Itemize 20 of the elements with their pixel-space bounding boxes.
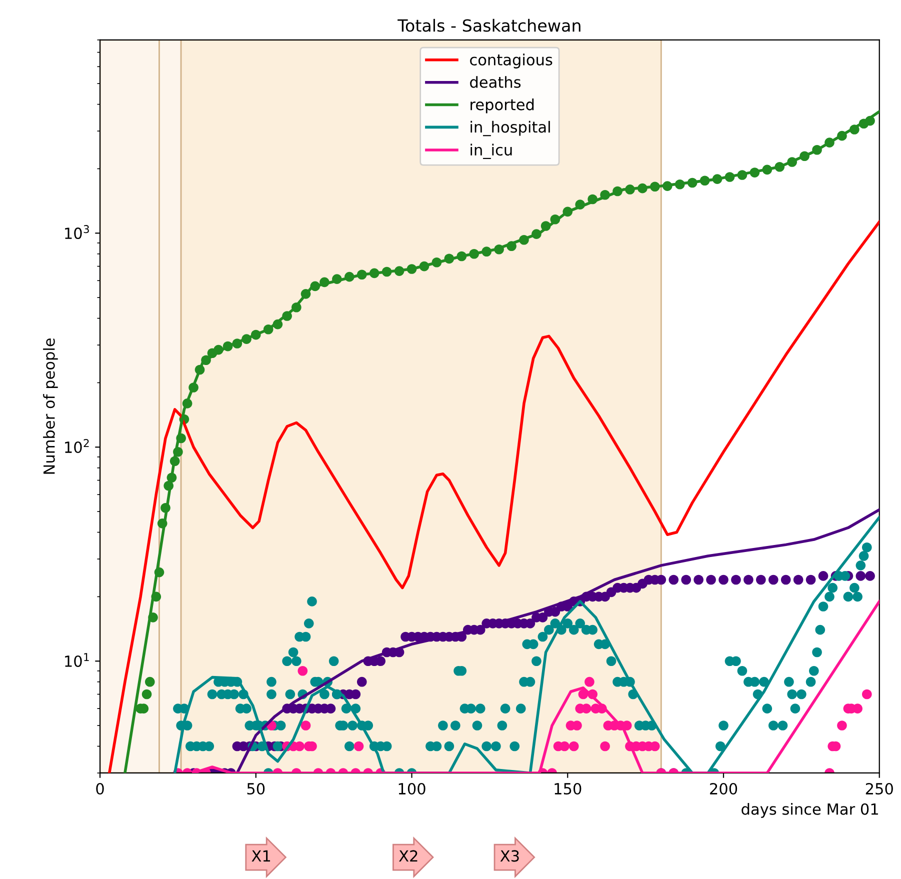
x-tick-label: 250 [866, 782, 893, 795]
y-tick-label: 10$^{3}$ [65, 225, 89, 240]
text: X2 [399, 850, 418, 862]
y-tick-label: 10$^{1}$ [65, 653, 89, 668]
text: X3 [500, 850, 519, 862]
chart-title: Totals - Saskatchewan [398, 18, 580, 32]
y-axis-title: Number of people [43, 338, 58, 474]
legend-label: deaths [470, 76, 521, 88]
y-tick-label: 10$^{2}$ [65, 439, 89, 454]
legend-label: in_hospital [470, 120, 550, 136]
x-tick-label: 150 [554, 782, 582, 795]
x-tick-label: 200 [710, 782, 738, 795]
legend-label: contagious [470, 54, 552, 68]
legend-label: in_icu [470, 144, 512, 159]
x-tick-label: 0 [96, 782, 104, 795]
x-axis-title: days since Mar 01 [742, 803, 878, 818]
legend-label: reported [470, 98, 534, 114]
x-tick-label: 100 [398, 782, 426, 795]
x-tick-label: 50 [247, 782, 265, 795]
text: X1 [252, 850, 270, 862]
